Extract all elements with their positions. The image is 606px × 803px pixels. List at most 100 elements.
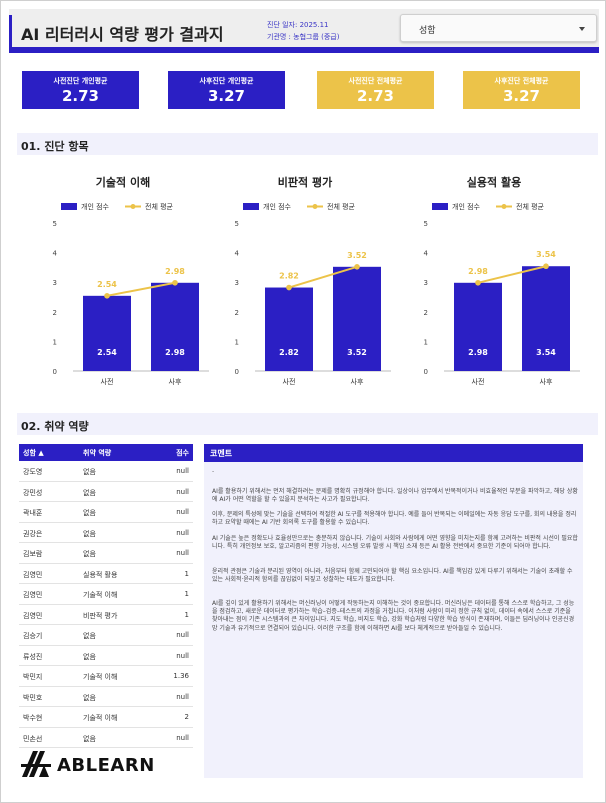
cell-area: 없음 (83, 529, 96, 538)
cell-score: null (176, 651, 189, 660)
line-data-label: 2.54 (97, 280, 117, 289)
table-body: 강도영 없음 null 강민성 없음 null 곽내훈 없음 null 권강은 없음 null 김보람 없… (19, 461, 193, 748)
legend-label-individual: 개인 점수 (263, 202, 292, 211)
bar-data-label: 2.82 (279, 348, 299, 357)
report-header: AI 리터러시 역량 평가 결과지 진단 일자: 2025.11 기관명 : 농… (9, 9, 599, 53)
kpi-pre-overall: 사전진단 전체평균 2.73 (317, 71, 434, 109)
cell-name: 강도영 (23, 468, 43, 476)
comment-paragraph: AI를 활용하기 위해서는 먼저 해결하려는 문제를 명확히 규정해야 합니다.… (212, 488, 578, 504)
y-tick-label: 0 (235, 368, 239, 376)
cell-name: 강민성 (23, 488, 43, 497)
series-line-overall (106, 281, 176, 297)
name-select-value: 성함 (419, 26, 436, 36)
cell-area: 없음 (83, 488, 96, 497)
bar-data-label: 2.98 (468, 348, 488, 357)
column-header-name: 성함 (23, 449, 36, 457)
cell-score: null (176, 528, 189, 537)
cell-name: 박민호 (23, 693, 43, 702)
chart-critical: 비판적 평가 개인 점수 전체 평균 0 1 2 3 4 5 2.82 사전 3.52 사후 2.82 3… (215, 166, 395, 391)
header-bottom-bar (9, 47, 599, 53)
chart-svg: 개인 점수 전체 평균 0 1 2 3 4 5 2.54 사전 2.98 사후 2.54 2.98 (53, 202, 209, 386)
y-tick-label: 2 (53, 309, 57, 317)
table-row: 박민호 없음 null (19, 687, 193, 707)
y-tick-label: 2 (235, 309, 239, 317)
table-row: 김영민 비판적 평가 1 (19, 605, 193, 625)
cell-name: 류성진 (23, 652, 43, 661)
cell-name: 곽내훈 (23, 509, 43, 517)
cell-name: 김보람 (23, 550, 43, 558)
cell-name: 김승기 (23, 632, 43, 640)
x-tick-label: 사후 (540, 377, 553, 386)
legend-label-overall: 전체 평균 (516, 202, 545, 211)
table-row: 강민성 없음 null (19, 482, 193, 502)
y-tick-label: 3 (235, 279, 239, 287)
table-row: 박민지 기술적 이해 1.36 (19, 666, 193, 687)
section-diagnosis-items: 01. 진단 항목 (17, 133, 598, 155)
sort-header-name[interactable]: 성함 ▲ (23, 448, 44, 458)
bar-individual (151, 282, 199, 371)
legend-marker-overall (130, 204, 136, 209)
cell-area: 실용적 활용 (83, 570, 118, 579)
line-point-overall (104, 293, 110, 299)
name-select[interactable]: 성함 (400, 14, 597, 42)
cell-area: 기술적 이해 (83, 673, 118, 681)
kpi-post-individual: 사후진단 개인평균 3.27 (168, 71, 285, 109)
cell-area: 없음 (83, 693, 96, 702)
kpi-pre-individual: 사전진단 개인평균 2.73 (22, 71, 139, 109)
line-data-label: 3.54 (536, 250, 556, 259)
cell-area: 비판적 평가 (83, 611, 118, 620)
header-accent (9, 15, 12, 53)
cell-score: null (176, 508, 189, 516)
series-line-overall (477, 265, 547, 284)
line-data-label: 2.98 (468, 267, 488, 276)
legend-swatch-individual (432, 203, 448, 210)
line-point-overall (354, 264, 360, 270)
kpi-value: 3.27 (502, 87, 540, 105)
bar-individual (522, 266, 570, 371)
cell-score: null (176, 487, 189, 496)
x-tick-label: 사전 (472, 377, 485, 386)
y-tick-label: 3 (424, 279, 428, 287)
cell-area: 없음 (83, 632, 96, 640)
bar-data-label: 2.54 (97, 348, 117, 357)
legend-marker-overall (501, 204, 507, 209)
bar-data-label: 2.98 (165, 348, 185, 357)
y-tick-label: 0 (53, 368, 57, 376)
cell-score: null (176, 733, 189, 742)
cell-area: 없음 (83, 734, 96, 743)
y-tick-label: 4 (424, 250, 429, 258)
legend-swatch-individual (61, 203, 77, 210)
kpi-value: 3.27 (207, 87, 245, 105)
column-header-score[interactable]: 점수 (176, 449, 189, 457)
table-row: 김영민 기술적 이해 1 (19, 584, 193, 605)
chart-practical: 실용적 활용 개인 점수 전체 평균 0 1 2 3 4 5 2.98 사전 3.54 사후 2.98 3… (404, 166, 584, 391)
table-header: 성함 ▲ 취약 역량 점수 (19, 444, 193, 461)
logo-mark-icon (21, 751, 51, 777)
cell-score: null (176, 549, 189, 557)
y-tick-label: 5 (424, 220, 428, 228)
page-title: AI 리터러시 역량 평가 결과지 (21, 25, 224, 44)
weak-competency-table: 성함 ▲ 취약 역량 점수 강도영 없음 null 강민성 없음 null 곽내훈 없음 nul… (19, 444, 193, 748)
cell-name: 박수현 (23, 714, 43, 722)
cell-score: null (176, 631, 189, 639)
chart-technical: 기술적 이해 개인 점수 전체 평균 0 1 2 3 4 5 2.54 사전 2.98 사후 2.54 2… (33, 166, 213, 391)
bar-individual (265, 287, 313, 371)
logo-wordmark: ABLEARN (57, 755, 155, 776)
bar-data-label: 3.54 (536, 348, 556, 357)
kpi-label: 사후진단 개인평균 (199, 77, 254, 85)
cell-name: 김영민 (23, 591, 43, 599)
y-tick-label: 1 (53, 338, 57, 346)
line-point-overall (475, 279, 481, 286)
line-point-overall (543, 263, 549, 270)
cell-score: 1 (184, 569, 189, 578)
y-tick-label: 3 (53, 279, 57, 287)
table-row: 강도영 없음 null (19, 461, 193, 482)
chevron-down-icon (579, 27, 585, 31)
column-header-area[interactable]: 취약 역량 (83, 449, 112, 457)
kpi-label: 사후진단 전체평균 (494, 77, 549, 85)
cell-area: 없음 (83, 550, 96, 558)
ablearn-logo: ABLEARN (19, 749, 189, 779)
y-tick-label: 5 (235, 220, 239, 228)
bar-individual (83, 295, 131, 371)
chart-title: 실용적 활용 (466, 176, 522, 189)
